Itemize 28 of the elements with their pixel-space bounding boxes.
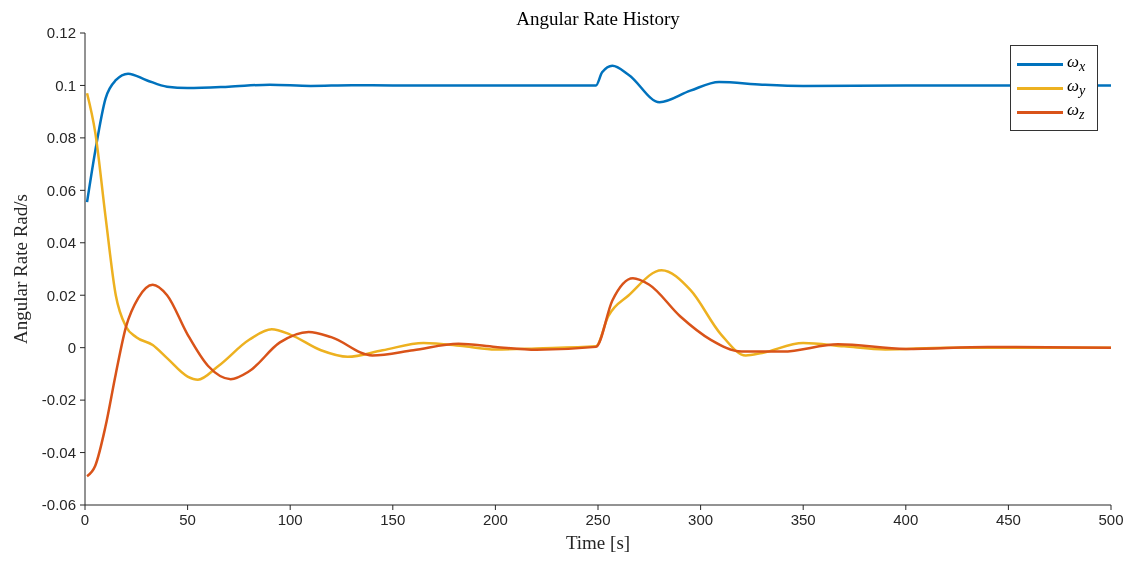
y-tick-label: 0.04	[46, 234, 76, 252]
legend-label: ω$_{y}$	[1067, 76, 1086, 100]
x-tick-label: 350	[790, 510, 816, 528]
x-tick-label: 50	[179, 510, 196, 528]
y-tick-label: 0.1	[55, 76, 76, 94]
x-tick-label: 200	[482, 510, 508, 528]
legend-label: ω$_{z}$	[1067, 100, 1085, 124]
x-tick-label: 0	[80, 510, 90, 528]
x-tick-label: 100	[277, 510, 303, 528]
y-tick-label: -0.06	[41, 496, 76, 514]
x-tick-label: 300	[688, 510, 714, 528]
x-tick-label: 450	[995, 510, 1021, 528]
y-tick-label: -0.02	[41, 391, 76, 409]
y-tick-label: 0.12	[46, 24, 76, 42]
x-tick-label: 150	[380, 510, 406, 528]
x-axis-title: Time [s]	[565, 532, 631, 553]
y-tick-label: 0	[67, 338, 76, 356]
x-tick-label: 400	[893, 510, 919, 528]
x-tick-label: 250	[585, 510, 611, 528]
x-tick-label: 500	[1098, 510, 1124, 528]
y-tick-label: 0.06	[46, 181, 76, 199]
line-series	[85, 276, 1111, 478]
y-tick-label: 0.08	[46, 129, 76, 147]
y-tick-label: 0.02	[46, 286, 76, 304]
y-axis-title: Angular Rate Rad/s	[9, 194, 31, 344]
y-tick-label: -0.04	[41, 443, 76, 461]
legend-label: ω$_{x}$	[1067, 52, 1086, 76]
chart-title: Angular Rate History	[515, 8, 681, 30]
